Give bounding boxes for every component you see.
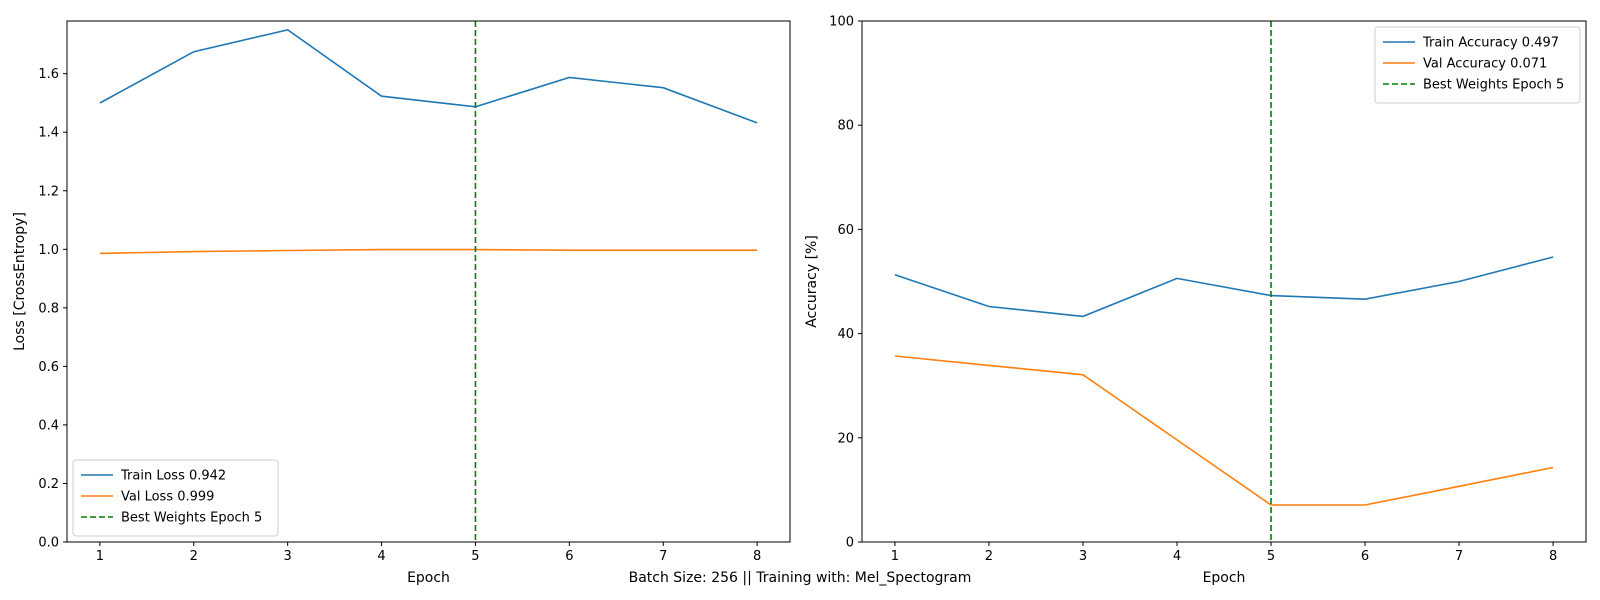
x-tick-label: 5 xyxy=(471,549,479,564)
y-tick-label: 80 xyxy=(837,119,854,134)
y-tick-label: 0.2 xyxy=(38,477,59,492)
y-tick-label: 0.0 xyxy=(38,536,59,551)
x-tick-label: 3 xyxy=(284,549,292,564)
y-tick-label: 20 xyxy=(837,431,854,446)
legend-box xyxy=(1374,26,1581,104)
y-tick-label: 40 xyxy=(837,327,854,342)
x-tick-label: 4 xyxy=(377,549,385,564)
y-tick-label: 1.0 xyxy=(38,243,59,258)
figure-caption: Batch Size: 256 || Training with: Mel_Sp… xyxy=(629,570,972,586)
legend-train-label: Train Loss 0.942 xyxy=(120,469,226,484)
series-line-train xyxy=(99,28,758,124)
series-line-val xyxy=(99,248,758,255)
x-tick-label: 6 xyxy=(1361,549,1369,564)
axes-frame xyxy=(66,20,791,543)
legend-train-label: Train Accuracy 0.497 xyxy=(1422,36,1559,51)
legend: Train Loss 0.942 Val Loss 0.999 Best Weigh… xyxy=(72,459,279,537)
x-tick-label: 5 xyxy=(1267,549,1275,564)
x-tick-label: 8 xyxy=(1549,549,1557,564)
y-axis-label: Loss [CrossEntropy] xyxy=(12,212,28,351)
y-tick-label: 0.8 xyxy=(38,301,59,316)
legend-best-weights-label: Best Weights Epoch 5 xyxy=(1423,78,1564,93)
x-tick-label: 3 xyxy=(1079,549,1087,564)
x-tick-label: 7 xyxy=(1455,549,1463,564)
legend-box xyxy=(72,459,279,537)
y-tick-label: 100 xyxy=(829,15,854,30)
y-tick-label: 1.4 xyxy=(38,126,59,141)
y-tick-label: 1.2 xyxy=(38,184,59,199)
x-tick-label: 2 xyxy=(985,549,993,564)
y-tick-label: 1.6 xyxy=(38,67,59,82)
x-tick-label: 1 xyxy=(891,549,899,564)
x-tick-label: 6 xyxy=(565,549,573,564)
legend-val-label: Val Accuracy 0.071 xyxy=(1423,57,1547,72)
legend-best-weights-label: Best Weights Epoch 5 xyxy=(121,511,262,526)
x-tick-label: 1 xyxy=(96,549,104,564)
y-tick-label: 0 xyxy=(846,536,854,551)
y-axis-label: Accuracy [%] xyxy=(804,235,820,328)
legend: Train Accuracy 0.497 Val Accuracy 0.071 Be… xyxy=(1374,26,1581,104)
x-tick-label: 4 xyxy=(1173,549,1181,564)
y-tick-label: 0.6 xyxy=(38,360,59,375)
x-tick-label: 8 xyxy=(753,549,761,564)
y-tick-label: 60 xyxy=(837,223,854,238)
series-line-train xyxy=(894,256,1554,318)
series-line-val xyxy=(894,355,1554,506)
loss-chart: 1 2 3 4 5 6 7 8 0.0 0.2 0.4 0.6 0.8 1.0 1.2 1.4 1.6 Epoch… xyxy=(12,20,791,586)
x-axis-label: Epoch xyxy=(407,570,450,586)
y-tick-label: 0.4 xyxy=(38,418,59,433)
x-tick-label: 7 xyxy=(659,549,667,564)
legend-val-label: Val Loss 0.999 xyxy=(121,490,214,505)
x-axis-label: Epoch xyxy=(1203,570,1246,586)
x-tick-label: 2 xyxy=(190,549,198,564)
axes-frame xyxy=(861,20,1587,543)
